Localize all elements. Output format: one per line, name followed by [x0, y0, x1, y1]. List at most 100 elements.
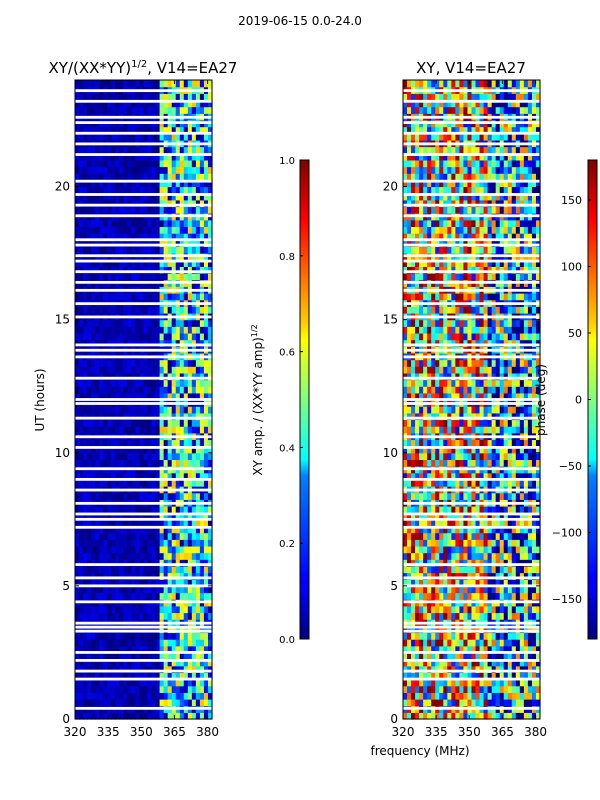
- heatmap-cell: [147, 612, 153, 620]
- heatmap-cell: [199, 572, 205, 580]
- heatmap-cell: [115, 153, 120, 161]
- heatmap-cell: [91, 452, 96, 461]
- heatmap-cell: [191, 226, 197, 234]
- heatmap-cell: [411, 559, 416, 567]
- heatmap-cell: [411, 392, 416, 401]
- heatmap-cell: [403, 126, 408, 134]
- heatmap-cell: [171, 679, 177, 687]
- heatmap-cell: [167, 259, 173, 267]
- heatmap-cell: [127, 226, 133, 234]
- x-tick-label: 335: [97, 725, 120, 739]
- heatmap-cell: [139, 579, 145, 587]
- heatmap-cell: [411, 386, 416, 394]
- heatmap-cell: [95, 552, 100, 560]
- heatmap-cell: [83, 652, 88, 660]
- heatmap-cell: [75, 159, 80, 168]
- heatmap-cell: [435, 519, 440, 527]
- heatmap-cell: [455, 512, 461, 520]
- heatmap-cell: [127, 293, 133, 301]
- heatmap-cell: [135, 692, 141, 700]
- heatmap-cell: [419, 572, 424, 580]
- heatmap-cell: [95, 80, 100, 88]
- heatmap-cell: [75, 246, 80, 254]
- heatmap-cell: [195, 166, 201, 174]
- heatmap-cell: [451, 93, 456, 101]
- heatmap-cell: [203, 659, 209, 667]
- heatmap-cell: [115, 259, 120, 267]
- heatmap-cell: [79, 552, 84, 560]
- heatmap-cell: [103, 532, 108, 540]
- heatmap-cell: [207, 419, 213, 427]
- heatmap-cell: [431, 93, 436, 101]
- heatmap-cell: [419, 459, 424, 467]
- heatmap-cell: [103, 226, 108, 234]
- heatmap-cell: [459, 512, 465, 520]
- heatmap-cell: [203, 179, 209, 188]
- heatmap-cell: [419, 379, 424, 387]
- heatmap-cell: [455, 592, 461, 600]
- heatmap-cell: [183, 206, 189, 214]
- heatmap-cell: [207, 625, 213, 634]
- heatmap-cell: [183, 332, 189, 341]
- heatmap-cell: [127, 233, 133, 241]
- heatmap-cell: [435, 692, 440, 700]
- heatmap-cell: [107, 446, 112, 454]
- heatmap-cell: [143, 93, 149, 101]
- heatmap-cell: [179, 326, 185, 334]
- heatmap-cell: [195, 126, 201, 134]
- heatmap-cell: [439, 585, 444, 594]
- heatmap-cell: [203, 159, 209, 168]
- heatmap-cell: [79, 659, 84, 667]
- heatmap-cell: [79, 545, 84, 554]
- heatmap-cell: [191, 639, 197, 647]
- heatmap-cell: [107, 592, 112, 600]
- heatmap-cell: [143, 186, 149, 194]
- heatmap-cell: [155, 80, 161, 88]
- heatmap-cell: [195, 153, 201, 161]
- heatmap-cell: [143, 545, 149, 554]
- heatmap-cell: [435, 412, 440, 421]
- heatmap-cell: [179, 159, 185, 168]
- heatmap-cell: [83, 472, 88, 480]
- heatmap-cell: [435, 226, 440, 234]
- heatmap-cell: [447, 332, 452, 341]
- heatmap-cell: [467, 685, 473, 693]
- heatmap-cell: [431, 585, 436, 594]
- heatmap-cell: [447, 479, 452, 487]
- heatmap-cell: [419, 173, 424, 181]
- heatmap-cell: [459, 146, 465, 154]
- heatmap-cell: [187, 233, 193, 241]
- heatmap-cell: [75, 559, 80, 567]
- heatmap-cell: [87, 266, 92, 274]
- heatmap-cell: [131, 386, 137, 394]
- heatmap-cell: [187, 372, 193, 381]
- heatmap-cell: [175, 492, 181, 500]
- heatmap-cell: [451, 592, 456, 600]
- heatmap-cell: [127, 406, 133, 414]
- heatmap-cell: [191, 99, 197, 108]
- heatmap-cell: [415, 506, 420, 514]
- heatmap-cell: [151, 525, 157, 534]
- heatmap-cell: [123, 306, 128, 314]
- heatmap-cell: [75, 406, 80, 414]
- heatmap-cell: [435, 366, 440, 374]
- heatmap-cell: [179, 506, 185, 514]
- heatmap-cell: [143, 193, 149, 201]
- heatmap-cell: [119, 293, 124, 301]
- heatmap-cell: [171, 186, 177, 194]
- heatmap-cell: [207, 259, 213, 267]
- heatmap-cell: [139, 266, 145, 274]
- heatmap-cell: [207, 133, 213, 141]
- heatmap-cell: [179, 665, 185, 674]
- heatmap-cell: [79, 519, 84, 527]
- heatmap-cell: [147, 452, 153, 461]
- heatmap-cell: [451, 565, 456, 574]
- heatmap-cell: [191, 579, 197, 587]
- heatmap-cell: [435, 133, 440, 141]
- heatmap-cell: [147, 585, 153, 594]
- heatmap-cell: [191, 339, 197, 347]
- heatmap-cell: [203, 332, 209, 341]
- heatmap-cell: [159, 173, 165, 181]
- heatmap-cell: [207, 186, 213, 194]
- heatmap-cell: [463, 246, 469, 254]
